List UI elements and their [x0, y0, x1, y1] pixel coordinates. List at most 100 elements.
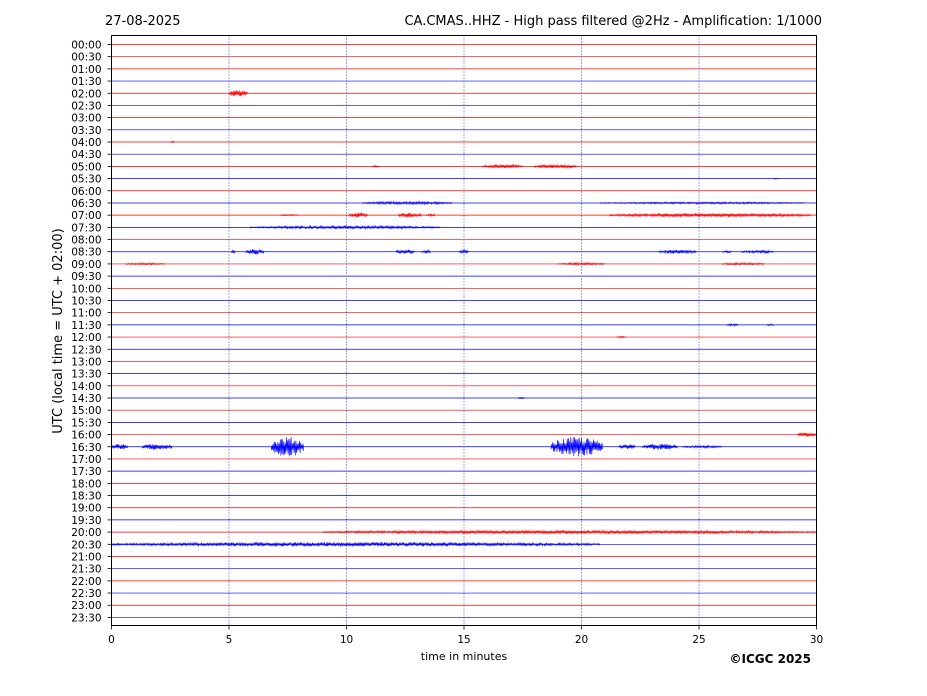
y-tick-label: 05:00 [71, 161, 101, 173]
y-tick-label: 10:30 [71, 295, 101, 307]
y-tick-label: 17:30 [71, 466, 101, 478]
event-burst-17 [421, 249, 431, 254]
event-burst-20 [722, 249, 732, 254]
event-burst-24 [722, 261, 765, 266]
y-tick-label: 13:30 [71, 369, 101, 381]
event-burst-34 [618, 444, 636, 450]
y-tick-label: 03:00 [71, 113, 101, 125]
event-burst-31 [141, 444, 173, 450]
y-tick-label: 00:00 [71, 40, 101, 52]
y-tick-label: 03:30 [71, 125, 101, 137]
y-tick-labels: 00:0000:3001:0001:3002:0002:3003:0003:30… [71, 40, 112, 624]
y-tick-label: 10:00 [71, 283, 101, 295]
y-tick-label: 22:00 [71, 576, 101, 588]
y-tick-label: 15:00 [71, 405, 101, 417]
event-burst-28 [517, 396, 525, 400]
event-burst-3 [482, 163, 523, 169]
event-burst-6 [362, 200, 453, 206]
event-burst-13 [249, 224, 441, 230]
event-burst-15 [245, 248, 265, 255]
y-tick-label: 23:30 [71, 612, 101, 624]
event-burst-27 [616, 335, 627, 339]
event-burst-9 [348, 212, 368, 218]
y-tick-label: 09:30 [71, 271, 101, 283]
event-burst-38 [111, 541, 601, 548]
event-burst-4 [534, 163, 577, 170]
event-burst-12 [609, 212, 812, 218]
y-tick-label: 18:00 [71, 478, 101, 490]
event-burst-11 [426, 212, 436, 217]
y-tick-label: 20:00 [71, 527, 101, 539]
y-tick-label: 08:30 [71, 247, 101, 259]
y-tick-label: 07:30 [71, 222, 101, 234]
x-tick-label: 10 [340, 634, 353, 646]
event-burst-5 [773, 177, 779, 180]
y-tick-label: 12:00 [71, 332, 101, 344]
event-burst-21 [741, 249, 774, 255]
y-tick-label: 11:00 [71, 308, 101, 320]
event-burst-35 [642, 443, 678, 450]
y-tick-label: 02:00 [71, 88, 101, 100]
y-tick-label: 23:00 [71, 600, 101, 612]
y-tick-label: 01:30 [71, 76, 101, 88]
event-burst-29 [797, 432, 817, 437]
y-tick-label: 06:30 [71, 198, 101, 210]
y-tick-label: 06:00 [71, 186, 101, 198]
y-tick-label: 18:30 [71, 491, 101, 503]
event-burst-32 [271, 437, 304, 457]
header-date: 27-08-2025 [105, 14, 181, 29]
y-tick-label: 21:30 [71, 564, 101, 576]
chart-title: CA.CMAS..HHZ - High pass filtered @2Hz -… [404, 14, 822, 29]
event-burst-14 [231, 249, 236, 254]
y-tick-label: 11:30 [71, 320, 101, 332]
y-tick-label: 22:30 [71, 588, 101, 600]
y-tick-label: 08:00 [71, 235, 101, 247]
y-tick-label: 14:00 [71, 381, 101, 393]
y-tick-label: 19:30 [71, 515, 101, 527]
y-tick-label: 14:30 [71, 393, 101, 405]
event-burst-36 [682, 444, 723, 449]
event-burst-26 [766, 323, 775, 327]
y-tick-label: 04:30 [71, 149, 101, 161]
y-tick-label: 04:00 [71, 137, 101, 149]
x-tick-label: 25 [692, 634, 705, 646]
y-tick-label: 09:00 [71, 259, 101, 271]
y-tick-label: 02:30 [71, 100, 101, 112]
y-tick-label: 19:00 [71, 503, 101, 515]
y-tick-label: 13:00 [71, 356, 101, 368]
y-tick-label: 21:00 [71, 551, 101, 563]
x-axis-label: time in minutes [421, 650, 508, 663]
y-tick-label: 17:00 [71, 454, 101, 466]
x-tick-labels: 0 5 10 15 20 25 30 [108, 625, 823, 646]
event-burst-37 [322, 529, 817, 535]
minute-gridlines [228, 35, 700, 626]
y-tick-label: 16:30 [71, 442, 101, 454]
y-tick-label: 05:30 [71, 174, 101, 186]
x-tick-label: 5 [226, 634, 233, 646]
y-tick-label: 00:30 [71, 52, 101, 64]
event-burst-1 [170, 140, 175, 144]
event-burst-7 [600, 201, 805, 205]
x-tick-label: 0 [108, 634, 115, 646]
x-tick-label: 15 [457, 634, 470, 646]
event-burst-22 [125, 262, 166, 266]
event-burst-10 [397, 212, 422, 218]
event-burst-16 [395, 249, 415, 255]
y-tick-label: 15:30 [71, 417, 101, 429]
event-burst-19 [658, 249, 697, 255]
y-tick-label: 20:30 [71, 539, 101, 551]
y-tick-label: 01:00 [71, 64, 101, 76]
copyright-text: ©ICGC 2025 [729, 652, 811, 666]
event-burst-2 [372, 164, 380, 168]
event-burst-0 [228, 90, 248, 97]
event-burst-33 [550, 437, 603, 457]
event-burst-18 [459, 249, 469, 254]
y-axis-label: UTC (local time = UTC + 02:00) [51, 228, 66, 433]
event-burst-30 [111, 444, 128, 450]
y-tick-label: 12:30 [71, 344, 101, 356]
y-tick-label: 16:00 [71, 430, 101, 442]
event-burst-25 [726, 323, 739, 327]
x-tick-label: 30 [810, 634, 823, 646]
event-burst-8 [280, 213, 300, 217]
